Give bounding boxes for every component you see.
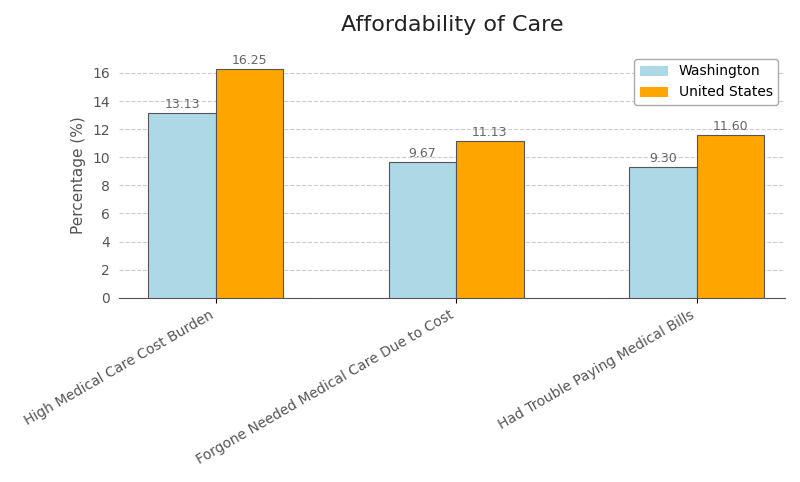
- Title: Affordability of Care: Affordability of Care: [341, 15, 563, 35]
- Text: 13.13: 13.13: [164, 98, 200, 111]
- Text: 16.25: 16.25: [231, 54, 267, 67]
- Legend: Washington, United States: Washington, United States: [634, 59, 778, 105]
- Y-axis label: Percentage (%): Percentage (%): [71, 116, 86, 234]
- Bar: [630, 167, 697, 298]
- Bar: [697, 135, 764, 298]
- Text: 11.60: 11.60: [713, 120, 748, 133]
- Bar: [148, 113, 216, 298]
- Text: 9.67: 9.67: [409, 147, 437, 160]
- Bar: [216, 69, 283, 298]
- Bar: [389, 162, 456, 298]
- Bar: [456, 141, 523, 298]
- Text: 9.30: 9.30: [650, 152, 677, 165]
- Text: 11.13: 11.13: [472, 126, 508, 139]
